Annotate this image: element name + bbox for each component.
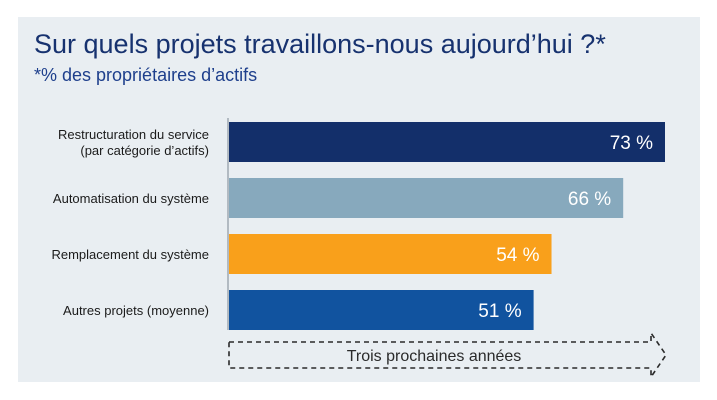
category-label: Remplacement du système [51,247,209,262]
bar-group: 73 % Restructuration du service(par catég… [51,122,665,330]
category-label: (par catégorie d’actifs) [80,143,209,158]
dashed-arrow-outline [228,330,667,380]
category-label: Automatisation du système [53,191,209,206]
chart-subtitle: *% des propriétaires d’actifs [34,65,258,85]
bar-3 [229,234,552,274]
timeline-banner: Trois prochaines années [228,330,667,380]
category-label: Restructuration du service [58,127,209,142]
timeline-label: Trois prochaines années [347,348,522,365]
bar-1 [229,122,665,162]
bar-4 [229,290,534,330]
bar-value-label: 54 % [496,245,539,266]
bar-value-label: 66 % [568,189,611,210]
bar-value-label: 51 % [478,301,521,322]
bar-2 [229,178,624,218]
category-label: Autres projets (moyenne) [63,303,209,318]
chart-title: Sur quels projets travaillons-nous aujou… [34,29,606,59]
bar-value-label: 73 % [610,133,653,154]
